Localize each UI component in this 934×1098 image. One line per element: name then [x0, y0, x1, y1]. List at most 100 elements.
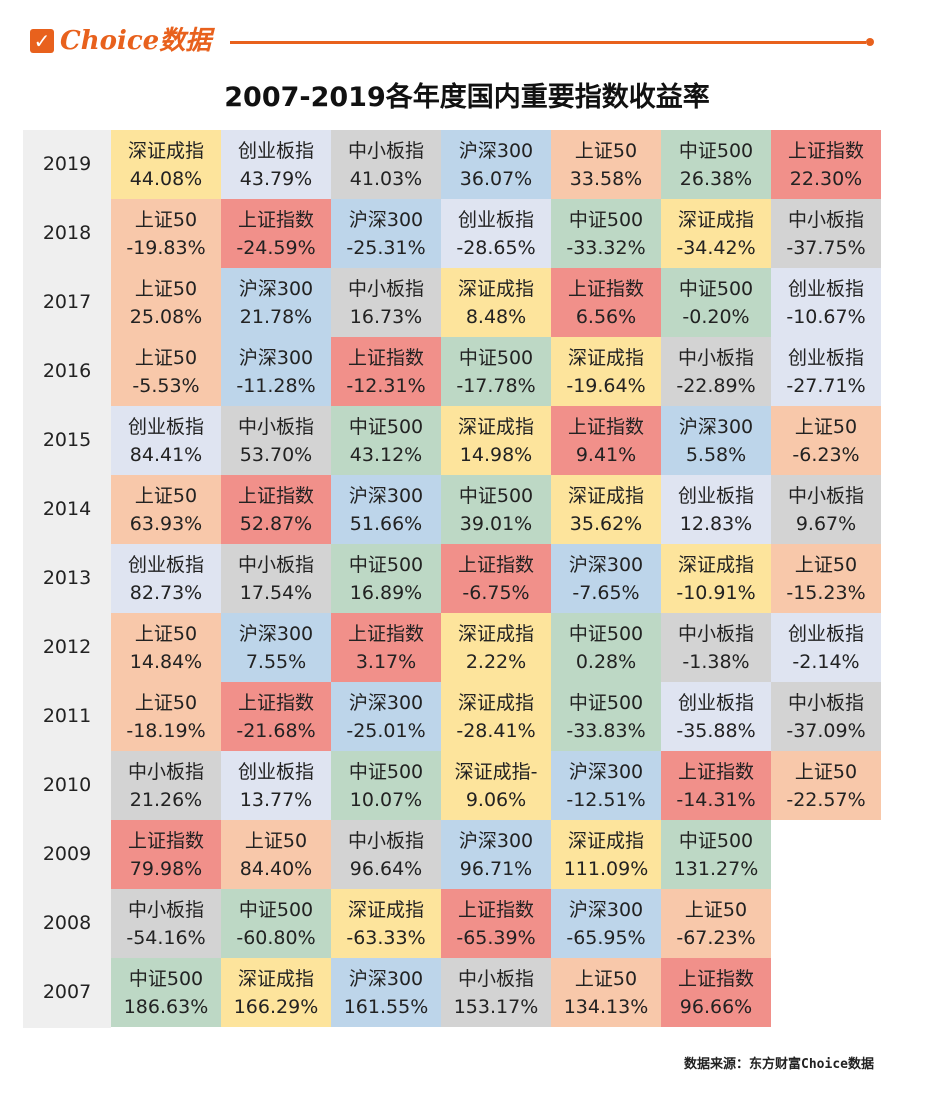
return-value: 84.41%	[129, 444, 203, 466]
index-name: 中证500	[348, 554, 424, 576]
table-cell: 上证指数 -21.68%	[221, 682, 331, 751]
table-cell: 深证成指 -34.42%	[661, 199, 771, 268]
index-name: 沪深300	[348, 968, 424, 990]
table-cell: 中小板指 -37.75%	[771, 199, 881, 268]
index-name: 中小板指	[787, 209, 864, 231]
index-name: 上证指数	[237, 209, 314, 231]
table-cell: 沪深300 -12.51%	[551, 751, 661, 820]
return-value: 9.06%	[465, 789, 527, 811]
return-value: -37.09%	[786, 720, 866, 742]
index-name: 中小板指	[457, 968, 534, 990]
return-value: 16.73%	[349, 306, 423, 328]
return-value: 41.03%	[349, 168, 423, 190]
table-cell: 创业板指 43.79%	[221, 130, 331, 199]
table-cell: 中证500 -17.78%	[441, 337, 551, 406]
return-value: 2.22%	[465, 651, 527, 673]
return-value: -63.33%	[346, 927, 426, 949]
returns-table: 2019 深证成指 44.08% 创业板指 43.79% 中小板指 41.03% 沪深300 3…	[23, 130, 881, 1028]
index-name: 中证500	[568, 209, 644, 231]
table-cell: 深证成指 -63.33%	[331, 889, 441, 958]
return-value: 96.66%	[679, 996, 753, 1018]
table-cell: 上证指数 -6.75%	[441, 544, 551, 613]
table-cell: 上证50 -5.53%	[111, 337, 221, 406]
table-cell: 上证50 -15.23%	[771, 544, 881, 613]
year-label: 2019	[42, 153, 92, 175]
index-name: 上证50	[794, 761, 858, 783]
year-label: 2010	[42, 774, 92, 796]
return-value: -25.31%	[346, 237, 426, 259]
return-value: -24.59%	[236, 237, 316, 259]
return-value: -18.19%	[126, 720, 206, 742]
index-name: 深证成指	[237, 968, 314, 990]
index-name: 深证成指	[347, 899, 424, 921]
return-value: -37.75%	[786, 237, 866, 259]
table-cell: 上证50 63.93%	[111, 475, 221, 544]
table-cell: 创业板指 84.41%	[111, 406, 221, 475]
table-cell: 上证指数 22.30%	[771, 130, 881, 199]
return-value: 111.09%	[563, 858, 649, 880]
table-cell: 中证500 -0.20%	[661, 268, 771, 337]
year-label: 2017	[42, 291, 92, 313]
year-column	[23, 130, 111, 1028]
table-cell: 沪深300 36.07%	[441, 130, 551, 199]
return-value: 3.17%	[355, 651, 417, 673]
index-name: 中小板指	[347, 278, 424, 300]
return-value: 21.26%	[129, 789, 203, 811]
index-name: 沪深300	[238, 278, 314, 300]
return-value: -2.14%	[792, 651, 860, 673]
index-name: 上证指数	[347, 347, 424, 369]
return-value: -19.64%	[566, 375, 646, 397]
index-name: 中证500	[678, 278, 754, 300]
index-name: 中小板指	[787, 692, 864, 714]
index-name: 上证50	[794, 416, 858, 438]
return-value: -28.65%	[456, 237, 536, 259]
return-value: -0.20%	[682, 306, 750, 328]
year-label: 2013	[42, 567, 92, 589]
table-cell: 深证成指 -28.41%	[441, 682, 551, 751]
return-value: -11.28%	[236, 375, 316, 397]
index-name: 上证指数	[567, 278, 644, 300]
table-cell: 上证指数 6.56%	[551, 268, 661, 337]
table-cell: 上证50 84.40%	[221, 820, 331, 889]
return-value: 17.54%	[239, 582, 313, 604]
return-value: 12.83%	[679, 513, 753, 535]
table-cell: 深证成指 14.98%	[441, 406, 551, 475]
table-cell: 中小板指 -22.89%	[661, 337, 771, 406]
index-name: 深证成指	[127, 140, 204, 162]
index-name: 创业板指	[237, 140, 314, 162]
return-value: 21.78%	[239, 306, 313, 328]
index-name: 创业板指	[677, 692, 754, 714]
year-label: 2016	[42, 360, 92, 382]
page-title: 2007-2019各年度国内重要指数收益率	[224, 82, 710, 113]
index-name: 上证指数	[347, 623, 424, 645]
return-value: -65.39%	[456, 927, 536, 949]
table-cell: 深证成指- 9.06%	[441, 751, 551, 820]
return-value: -65.95%	[566, 927, 646, 949]
index-name: 深证成指	[457, 416, 534, 438]
return-value: 43.79%	[239, 168, 313, 190]
index-name: 上证指数	[567, 416, 644, 438]
index-name: 深证成指	[677, 554, 754, 576]
return-value: -6.75%	[462, 582, 530, 604]
return-value: -1.38%	[682, 651, 750, 673]
return-value: -22.89%	[676, 375, 756, 397]
return-value: 6.56%	[575, 306, 637, 328]
index-name: 中证500	[128, 968, 204, 990]
index-name: 上证指数	[457, 554, 534, 576]
table-cell: 上证指数 -65.39%	[441, 889, 551, 958]
index-name: 中小板指	[237, 416, 314, 438]
index-name: 上证指数	[677, 968, 754, 990]
index-name: 深证成指-	[454, 761, 538, 783]
return-value: 14.84%	[129, 651, 203, 673]
index-name: 创业板指	[787, 623, 864, 645]
table-cell: 中小板指 -1.38%	[661, 613, 771, 682]
return-value: 166.29%	[233, 996, 319, 1018]
index-name: 中小板指	[237, 554, 314, 576]
table-cell: 创业板指 13.77%	[221, 751, 331, 820]
table-cell: 沪深300 -25.01%	[331, 682, 441, 751]
return-value: 5.58%	[685, 444, 747, 466]
table-cell: 创业板指 -2.14%	[771, 613, 881, 682]
index-name: 上证指数	[457, 899, 534, 921]
return-value: -22.57%	[786, 789, 866, 811]
index-name: 上证指数	[677, 761, 754, 783]
